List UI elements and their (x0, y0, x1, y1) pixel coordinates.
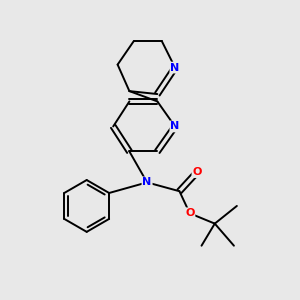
Text: N: N (142, 177, 152, 188)
Text: O: O (192, 167, 202, 177)
Text: O: O (185, 208, 194, 218)
Text: N: N (170, 63, 180, 73)
Text: N: N (170, 122, 180, 131)
